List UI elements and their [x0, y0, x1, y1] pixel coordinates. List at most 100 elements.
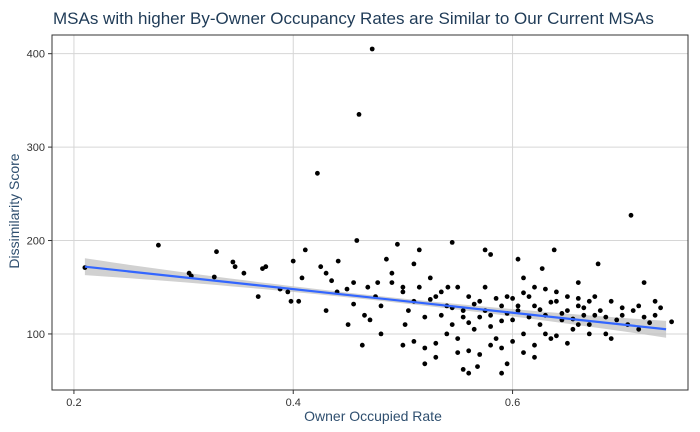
data-point [669, 319, 674, 325]
data-point [402, 322, 408, 327]
data-point [526, 314, 532, 320]
data-point [532, 284, 537, 290]
data-point [493, 296, 499, 301]
data-point [455, 284, 461, 290]
data-point [628, 212, 634, 218]
data-point [532, 354, 537, 360]
data-point [619, 305, 625, 311]
data-point [597, 308, 603, 313]
data-point [455, 336, 461, 341]
data-point [449, 240, 455, 245]
data-point [548, 336, 554, 341]
data-point [232, 264, 238, 270]
data-point [537, 307, 543, 313]
data-point [488, 252, 493, 257]
data-point [581, 305, 587, 311]
data-point [652, 298, 658, 304]
data-point [422, 314, 428, 320]
data-point [263, 264, 269, 270]
data-point [356, 112, 362, 117]
data-points-layer [82, 46, 674, 376]
data-point [493, 336, 499, 341]
data-point [532, 342, 537, 348]
data-point [378, 303, 384, 309]
data-point [466, 370, 472, 376]
data-point [255, 294, 261, 299]
data-point [433, 354, 439, 360]
data-point [285, 289, 291, 295]
data-point [515, 303, 521, 309]
data-point [344, 286, 350, 292]
y-axis-title: Dissimilarity Score [6, 153, 22, 268]
y-tick-label: 200 [27, 236, 45, 248]
data-point [302, 247, 308, 253]
data-point [460, 367, 466, 372]
data-point [290, 258, 296, 264]
data-point [608, 336, 614, 341]
data-point [449, 322, 455, 327]
data-point [515, 308, 521, 313]
data-point [477, 352, 483, 357]
trend-line-layer [84, 265, 667, 331]
data-point [471, 326, 477, 332]
data-point [575, 303, 581, 309]
grid-lines [52, 35, 688, 390]
data-point [214, 249, 219, 255]
y-tick-label: 400 [27, 49, 45, 61]
data-point [329, 278, 334, 284]
data-point [477, 314, 483, 320]
y-tick-label: 100 [27, 329, 45, 341]
data-point [455, 350, 461, 355]
data-point [510, 339, 515, 344]
data-point [482, 247, 488, 253]
data-point [369, 46, 375, 52]
data-point [351, 280, 356, 285]
data-point [156, 242, 161, 248]
data-point [359, 342, 365, 348]
data-point [406, 308, 411, 313]
data-point [422, 361, 428, 367]
x-axis-title: Owner Occupied Rate [304, 408, 442, 424]
data-point [365, 284, 371, 290]
data-point [460, 308, 466, 313]
data-point [367, 317, 373, 323]
data-point [411, 339, 417, 344]
data-point [395, 241, 400, 247]
data-point [586, 331, 592, 337]
trend-line [84, 265, 667, 331]
data-point [630, 308, 636, 313]
data-point [427, 297, 433, 302]
data-point [389, 280, 395, 285]
data-point [603, 331, 609, 337]
axis-ticks-layer: 0.2 0.4 0.6 100 200 300 400 [27, 49, 521, 409]
data-point [647, 320, 652, 326]
data-point [384, 256, 389, 262]
data-point [445, 284, 451, 290]
data-point [499, 303, 504, 309]
data-point [475, 364, 480, 369]
data-point [554, 289, 559, 295]
data-point [345, 322, 351, 327]
data-point [482, 284, 488, 290]
data-point [565, 340, 570, 346]
data-point [433, 294, 439, 299]
data-point [389, 270, 395, 276]
data-point [315, 170, 320, 176]
data-point [323, 308, 329, 313]
data-point [433, 340, 439, 346]
data-point [504, 294, 510, 299]
data-point [515, 256, 521, 262]
data-point [521, 275, 526, 281]
data-point [427, 275, 433, 281]
data-point [288, 298, 294, 304]
data-point [504, 361, 510, 367]
plot-panel-border [51, 34, 689, 391]
data-point [299, 275, 305, 281]
chart-title: MSAs with higher By-Owner Occupancy Rate… [53, 9, 654, 28]
data-point [581, 312, 587, 318]
data-point [466, 348, 472, 354]
data-point [586, 322, 592, 327]
data-point [466, 294, 472, 299]
data-point [575, 280, 581, 285]
data-point [296, 298, 302, 304]
